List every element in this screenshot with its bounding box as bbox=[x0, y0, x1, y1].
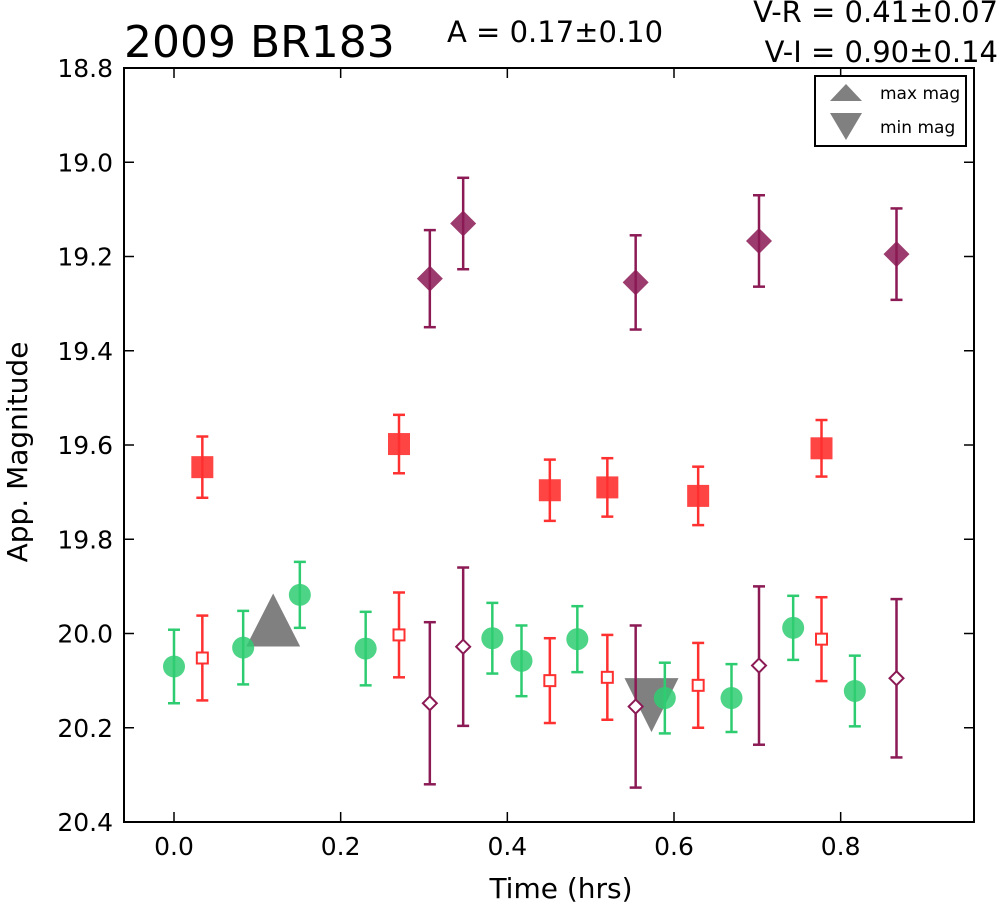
data-point bbox=[622, 269, 649, 296]
data-point bbox=[163, 655, 185, 678]
data-point bbox=[232, 636, 255, 659]
data-point bbox=[596, 476, 619, 499]
x-tick-label: 0.2 bbox=[321, 832, 361, 861]
data-point bbox=[750, 657, 768, 674]
data-point bbox=[691, 678, 705, 692]
data-point bbox=[481, 627, 504, 650]
data-point bbox=[810, 437, 833, 460]
v-r-annotation: V-R = 0.41±0.07 bbox=[753, 0, 998, 29]
amplitude-annotation: A = 0.17±0.10 bbox=[447, 15, 663, 49]
y-tick-label: 19.8 bbox=[57, 525, 113, 554]
data-point bbox=[195, 651, 209, 665]
data-point bbox=[746, 227, 772, 254]
data-point bbox=[421, 694, 439, 712]
v-i-annotation: V-I = 0.90±0.14 bbox=[765, 35, 998, 69]
data-point bbox=[566, 628, 589, 651]
data-point bbox=[815, 632, 828, 646]
data-point bbox=[843, 679, 866, 702]
data-point bbox=[354, 637, 377, 660]
y-tick-label: 20.0 bbox=[57, 620, 113, 649]
y-tick-label: 20.4 bbox=[57, 808, 113, 837]
x-tick-label: 0.0 bbox=[154, 832, 194, 861]
data-point bbox=[627, 698, 645, 715]
data-point bbox=[600, 670, 614, 684]
plot-layer bbox=[163, 176, 910, 789]
chart-title: 2009 BR183 bbox=[124, 17, 395, 68]
legend-max-label: max mag bbox=[880, 84, 960, 104]
legend-box bbox=[814, 75, 967, 147]
data-point bbox=[653, 687, 676, 710]
legend-triangle-down-icon bbox=[830, 113, 862, 140]
data-point bbox=[883, 241, 910, 268]
max-mag-triangle bbox=[246, 593, 301, 647]
legend: max mag min mag bbox=[814, 75, 967, 147]
data-point bbox=[191, 456, 214, 479]
y-tick-label: 18.8 bbox=[57, 54, 113, 83]
data-point bbox=[388, 433, 410, 456]
y-tick-label: 19.4 bbox=[57, 337, 113, 366]
data-point bbox=[782, 616, 805, 639]
x-tick-label: 0.6 bbox=[654, 832, 694, 861]
data-point bbox=[454, 638, 472, 656]
data-point bbox=[687, 484, 710, 507]
y-tick-label: 19.0 bbox=[57, 148, 113, 177]
y-tick-label: 19.2 bbox=[57, 243, 113, 272]
x-axis-label: Time (hrs) bbox=[488, 872, 632, 904]
y-tick-label: 20.2 bbox=[57, 714, 113, 743]
data-point bbox=[416, 265, 443, 292]
data-point bbox=[888, 669, 905, 687]
data-point bbox=[720, 687, 743, 710]
data-point bbox=[450, 210, 477, 237]
data-point bbox=[392, 628, 406, 642]
data-point bbox=[510, 649, 533, 672]
axis-ticks: 0.0 0.2 0.4 0.6 0.8 18.8 19.0 19.2 19.4 19.6 19.8 2… bbox=[57, 54, 974, 861]
data-point bbox=[543, 674, 557, 688]
data-point bbox=[538, 479, 561, 502]
data-point bbox=[288, 583, 311, 606]
y-axis-label: App. Magnitude bbox=[1, 342, 34, 563]
y-tick-label: 19.6 bbox=[57, 431, 113, 460]
legend-min-label: min mag bbox=[880, 118, 955, 138]
x-tick-label: 0.4 bbox=[487, 832, 527, 861]
x-tick-label: 0.8 bbox=[821, 832, 861, 861]
legend-triangle-up-icon bbox=[830, 84, 862, 101]
